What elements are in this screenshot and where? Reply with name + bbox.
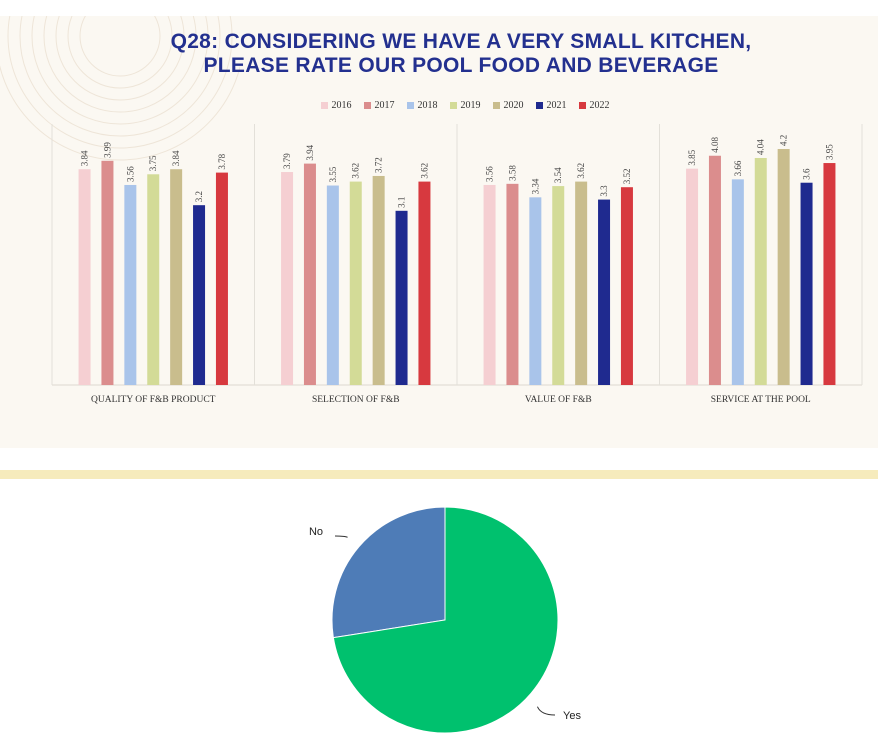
bar-2021 xyxy=(395,210,408,385)
legend-item-2018: 2018 xyxy=(406,100,438,111)
bar-2019 xyxy=(754,157,767,385)
legend-swatch xyxy=(578,102,586,109)
bar-value-label: 3.55 xyxy=(328,166,338,182)
category-label: QUALITY OF F&B PRODUCT xyxy=(91,395,216,405)
bar-2017 xyxy=(708,155,721,385)
legend-item-2017: 2017 xyxy=(363,100,395,111)
bar-value-label: 3.56 xyxy=(485,166,495,182)
legend-label: 2019 xyxy=(460,100,481,111)
legend-swatch xyxy=(406,102,414,109)
legend-item-2019: 2019 xyxy=(449,100,481,111)
chart-title: Q28: CONSIDERING WE HAVE A VERY SMALL KI… xyxy=(0,30,878,78)
bar-2016 xyxy=(686,168,699,385)
bar-2018 xyxy=(731,179,744,385)
bar-2021 xyxy=(193,205,206,385)
bar-chart: 3.84 3.99 3.56 3.75 3.84 3.2 3.78 QUALITY OF F&… xyxy=(51,124,863,405)
bar-value-label: 3.62 xyxy=(419,163,429,179)
bar-value-label: 3.1 xyxy=(397,197,407,208)
bar-value-label: 3.3 xyxy=(599,185,609,197)
legend: 2016 2017 2018 2019 2020 2021 2022 xyxy=(0,100,878,111)
bar-chart-panel: Q28: CONSIDERING WE HAVE A VERY SMALL KI… xyxy=(0,16,878,448)
bar-value-label: 4.2 xyxy=(779,135,789,146)
chart-title-line-1: Q28: CONSIDERING WE HAVE A VERY SMALL KI… xyxy=(170,30,752,53)
bar-2021 xyxy=(800,182,813,385)
bar-2016 xyxy=(281,172,294,385)
bar-value-label: 3.2 xyxy=(194,191,204,202)
bar-value-label: 4.04 xyxy=(756,139,766,155)
leader-line xyxy=(536,706,556,716)
section-divider xyxy=(0,470,878,479)
category-label: SELECTION OF F&B xyxy=(312,395,400,405)
bar-2020 xyxy=(575,181,588,385)
legend-swatch xyxy=(363,102,371,109)
legend-swatch xyxy=(492,102,500,109)
bar-value-label: 3.56 xyxy=(125,166,135,182)
bar-2019 xyxy=(552,186,565,385)
legend-label: 2016 xyxy=(331,100,352,111)
legend-label: 2017 xyxy=(374,100,395,111)
bar-2019 xyxy=(349,181,362,385)
bar-value-label: 3.95 xyxy=(824,144,834,160)
bar-value-label: 3.79 xyxy=(282,153,292,169)
legend-swatch xyxy=(449,102,457,109)
chart-title-line-2: PLEASE RATE OUR POOL FOOD AND BEVERAGE xyxy=(203,54,719,77)
bar-2022 xyxy=(215,172,228,385)
bar-2020 xyxy=(372,175,385,385)
bar-value-label: 3.52 xyxy=(622,168,632,184)
bar-2018 xyxy=(326,185,339,385)
bar-value-label: 3.34 xyxy=(530,178,540,194)
bar-value-label: 3.85 xyxy=(687,149,697,165)
legend-label: 2021 xyxy=(546,100,567,111)
bar-value-label: 3.54 xyxy=(553,167,563,183)
legend-label: 2022 xyxy=(589,100,610,111)
legend-label: 2020 xyxy=(503,100,524,111)
pie-chart: No Yes xyxy=(309,506,581,734)
bar-2017 xyxy=(101,160,114,385)
bar-value-label: 3.62 xyxy=(576,163,586,179)
bar-2021 xyxy=(598,199,611,385)
bar-2022 xyxy=(620,187,633,385)
pie-slice-yes xyxy=(332,506,559,734)
category-label: VALUE OF F&B xyxy=(525,395,592,405)
category-label: SERVICE AT THE POOL xyxy=(711,395,811,405)
bar-2017 xyxy=(303,163,316,385)
bar-value-label: 3.66 xyxy=(733,160,743,176)
bar-2017 xyxy=(506,183,519,385)
pie-label: No xyxy=(309,526,323,538)
bar-value-label: 3.62 xyxy=(351,163,361,179)
bar-2020 xyxy=(777,149,790,385)
legend-item-2020: 2020 xyxy=(492,100,524,111)
bar-value-label: 3.78 xyxy=(217,153,227,169)
pie-slice-no xyxy=(331,506,446,639)
bar-2018 xyxy=(529,197,542,385)
legend-item-2021: 2021 xyxy=(535,100,567,111)
bar-2016 xyxy=(78,169,91,385)
bar-value-label: 3.6 xyxy=(802,168,812,180)
bar-value-label: 3.94 xyxy=(305,144,315,160)
bar-value-label: 3.84 xyxy=(171,150,181,166)
bar-2016 xyxy=(483,184,496,385)
decorative-arcs xyxy=(0,16,240,161)
legend-item-2022: 2022 xyxy=(578,100,610,111)
bar-2022 xyxy=(823,163,836,385)
bar-value-label: 3.99 xyxy=(102,142,112,158)
bar-value-label: 4.08 xyxy=(710,136,720,152)
legend-swatch xyxy=(320,102,328,109)
bar-2018 xyxy=(124,184,137,385)
leader-line xyxy=(334,535,348,538)
pie-label: Yes xyxy=(563,710,581,722)
bar-value-label: 3.84 xyxy=(80,150,90,166)
bar-value-label: 3.72 xyxy=(374,157,384,173)
bar-2022 xyxy=(418,181,431,385)
bar-2020 xyxy=(170,169,183,385)
legend-item-2016: 2016 xyxy=(320,100,352,111)
legend-label: 2018 xyxy=(417,100,438,111)
bar-value-label: 3.58 xyxy=(507,165,517,181)
legend-swatch xyxy=(535,102,543,109)
bar-value-label: 3.75 xyxy=(148,155,158,171)
bar-2019 xyxy=(147,174,160,385)
